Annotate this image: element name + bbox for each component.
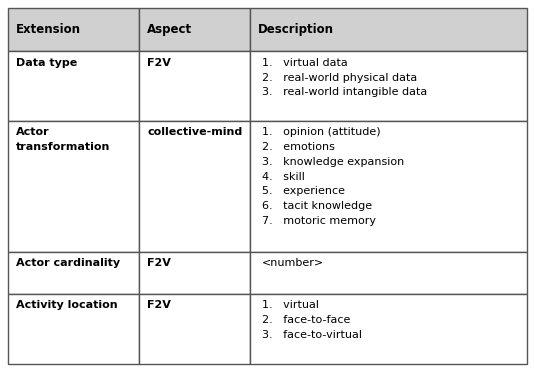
Text: Activity location: Activity location [16, 300, 117, 310]
Bar [8, 294, 139, 364]
Bar [8, 8, 139, 51]
Bar [8, 51, 139, 121]
Bar [8, 252, 139, 294]
Bar [250, 252, 527, 294]
Text: 1.   opinion (attitude)
2.   emotions
3.   knowledge expansion
4.   skill
5.   e: 1. opinion (attitude) 2. emotions 3. kno… [262, 127, 404, 226]
Bar [8, 121, 139, 252]
Bar [250, 8, 527, 51]
Text: 1.   virtual
2.   face-to-face
3.   face-to-virtual: 1. virtual 2. face-to-face 3. face-to-vi… [262, 300, 362, 340]
Bar [250, 51, 527, 121]
Bar [139, 294, 250, 364]
Text: Description: Description [258, 23, 334, 36]
Bar [250, 294, 527, 364]
Bar [139, 121, 250, 252]
Text: F2V: F2V [147, 58, 171, 68]
Text: Data type: Data type [16, 58, 77, 68]
Bar [250, 121, 527, 252]
Text: Aspect: Aspect [147, 23, 192, 36]
Text: collective-mind: collective-mind [147, 127, 242, 137]
Text: Extension: Extension [16, 23, 81, 36]
Text: 1.   virtual data
2.   real-world physical data
3.   real-world intangible data: 1. virtual data 2. real-world physical d… [262, 58, 427, 97]
Text: F2V: F2V [147, 258, 171, 268]
Text: <number>: <number> [262, 258, 324, 268]
Bar [139, 252, 250, 294]
Bar [139, 8, 250, 51]
Text: F2V: F2V [147, 300, 171, 310]
Text: Actor
transformation: Actor transformation [16, 127, 110, 152]
Bar [139, 51, 250, 121]
Text: Actor cardinality: Actor cardinality [16, 258, 120, 268]
